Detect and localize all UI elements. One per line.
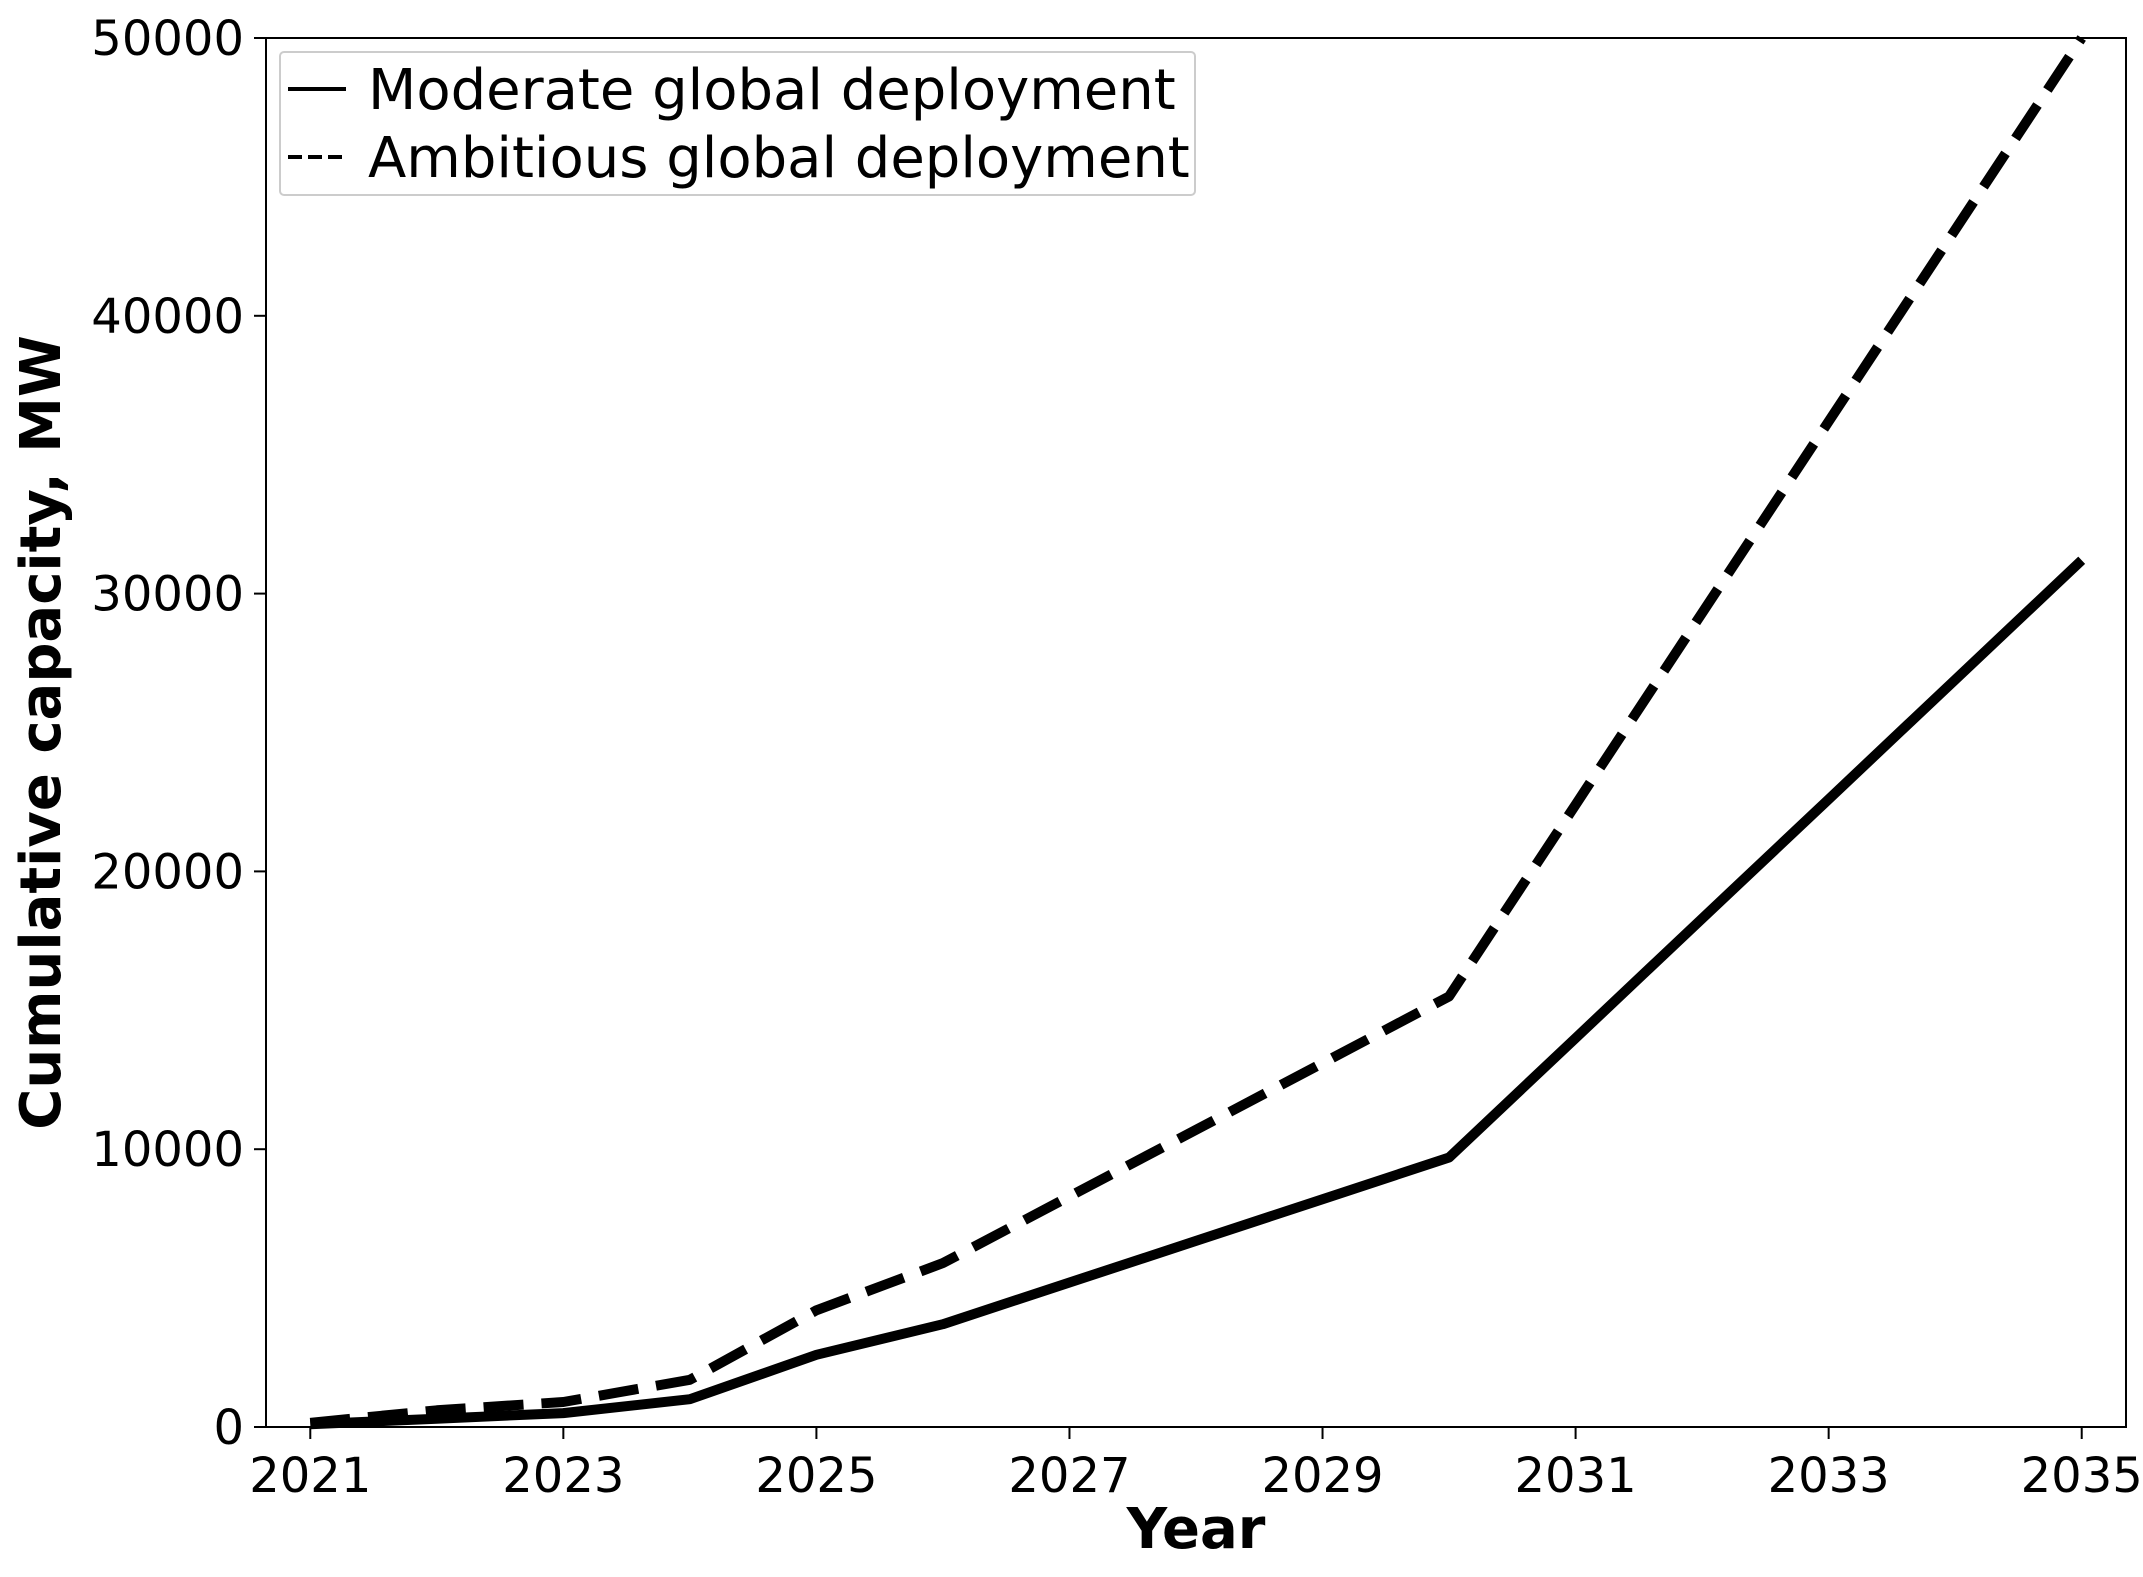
x-axis: 2021 2023 2025 2027 2029 2031 2033 2035 [249,1427,2143,1504]
x-tick-label: 2035 [2021,1448,2143,1504]
series-line-1 [310,556,2086,1430]
y-tick-label: 30000 [91,567,244,623]
x-tick-label: 2029 [1261,1448,1383,1504]
x-tick-label: 2023 [502,1448,624,1504]
x-axis-title: Year [1126,1497,1266,1562]
y-tick-label: 0 [213,1400,244,1456]
legend-box [279,51,1196,196]
x-tick-label: 2025 [755,1448,877,1504]
y-tick-label: 50000 [91,11,244,67]
x-tick-label: 2027 [1008,1448,1130,1504]
y-tick-label: 20000 [91,844,244,900]
x-tick-label: 2021 [249,1448,371,1504]
y-tick-label: 40000 [91,289,244,345]
x-tick-label: 2033 [1768,1448,1890,1504]
x-tick-label: 2031 [1515,1448,1637,1504]
series-line-2 [309,35,2086,1428]
series-layer [309,35,2086,1430]
legend-label-2: Ambitious global deployment [368,126,1190,191]
legend-label-1: Moderate global deployment [368,58,1176,123]
y-axis-title: Cumulative capacity, MW [9,335,74,1130]
y-axis: 0 10000 20000 30000 40000 50000 [91,11,266,1456]
plot-area-frame [265,37,2127,1428]
y-tick-label: 10000 [91,1122,244,1178]
